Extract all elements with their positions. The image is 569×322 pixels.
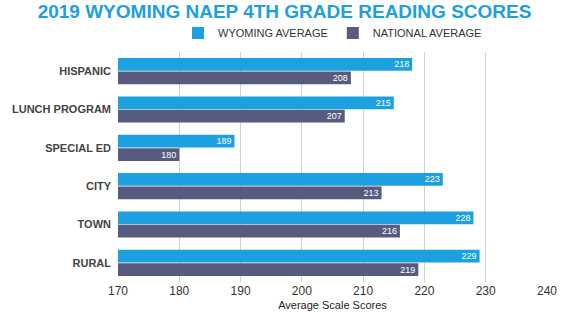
svg-text:RURAL: RURAL <box>73 257 112 269</box>
svg-text:223: 223 <box>425 174 440 184</box>
svg-text:215: 215 <box>376 98 391 108</box>
svg-text:218: 218 <box>394 59 409 69</box>
svg-text:180: 180 <box>161 150 176 160</box>
svg-text:190: 190 <box>231 284 251 298</box>
svg-text:240: 240 <box>537 284 557 298</box>
svg-text:207: 207 <box>327 111 342 121</box>
svg-text:2019 WYOMING NAEP 4TH GRADE RE: 2019 WYOMING NAEP 4TH GRADE READING SCOR… <box>38 1 532 22</box>
svg-text:230: 230 <box>476 284 496 298</box>
svg-text:210: 210 <box>353 284 373 298</box>
svg-text:208: 208 <box>333 73 348 83</box>
svg-text:HISPANIC: HISPANIC <box>59 65 111 77</box>
svg-text:170: 170 <box>108 284 128 298</box>
svg-text:Average Scale Scores: Average Scale Scores <box>278 299 387 311</box>
svg-text:219: 219 <box>400 265 415 275</box>
svg-text:WYOMING AVERAGE: WYOMING AVERAGE <box>218 27 328 39</box>
svg-text:180: 180 <box>169 284 189 298</box>
svg-text:200: 200 <box>292 284 312 298</box>
svg-text:CITY: CITY <box>86 180 112 192</box>
svg-text:SPECIAL ED: SPECIAL ED <box>45 142 111 154</box>
svg-text:213: 213 <box>363 188 378 198</box>
svg-text:216: 216 <box>382 226 397 236</box>
svg-text:189: 189 <box>216 136 231 146</box>
svg-text:229: 229 <box>462 251 477 261</box>
svg-text:TOWN: TOWN <box>78 218 111 230</box>
svg-text:228: 228 <box>455 213 470 223</box>
svg-text:LUNCH PROGRAM: LUNCH PROGRAM <box>12 103 111 115</box>
svg-text:NATIONAL AVERAGE: NATIONAL AVERAGE <box>373 27 482 39</box>
svg-text:220: 220 <box>414 284 434 298</box>
